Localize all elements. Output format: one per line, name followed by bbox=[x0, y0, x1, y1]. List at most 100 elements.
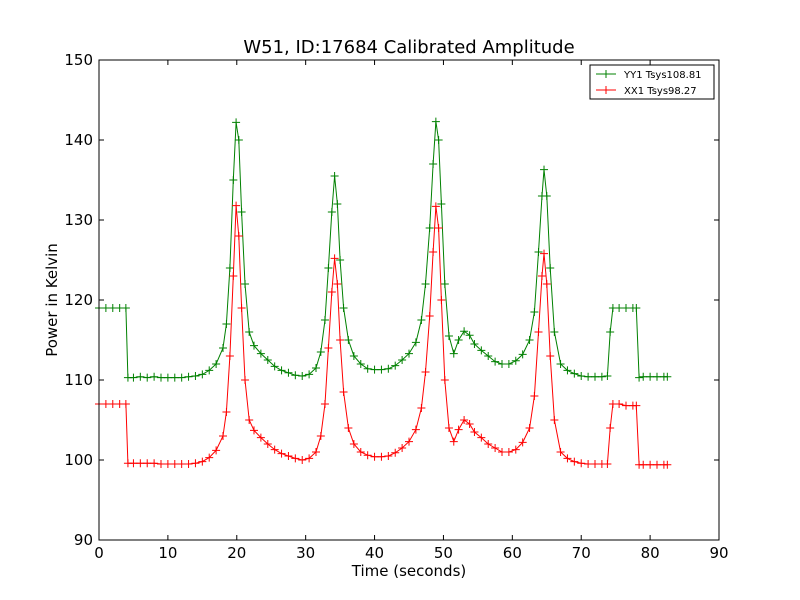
data-point bbox=[454, 336, 463, 344]
data-point bbox=[584, 372, 593, 381]
data-point bbox=[460, 416, 469, 424]
data-point bbox=[556, 360, 565, 368]
data-point bbox=[336, 336, 345, 344]
y-axis-label: Power in Kelvin bbox=[43, 243, 61, 357]
data-point bbox=[263, 356, 272, 364]
data-point bbox=[232, 118, 241, 127]
y-tick-label: 130 bbox=[64, 211, 93, 229]
data-point bbox=[312, 448, 320, 456]
x-tick-label: 20 bbox=[227, 544, 246, 562]
data-point bbox=[219, 432, 227, 440]
data-point bbox=[316, 432, 325, 440]
data-point bbox=[241, 280, 250, 288]
data-point bbox=[646, 460, 655, 469]
data-point bbox=[336, 256, 345, 264]
data-point bbox=[356, 360, 365, 368]
x-tick-label: 0 bbox=[94, 544, 104, 562]
data-point bbox=[546, 264, 555, 272]
data-point bbox=[232, 201, 241, 210]
data-point bbox=[129, 459, 138, 468]
data-point bbox=[136, 372, 145, 381]
data-point bbox=[537, 272, 546, 280]
data-point bbox=[398, 356, 407, 364]
data-point bbox=[434, 136, 443, 144]
data-point bbox=[157, 460, 165, 468]
x-tick-label: 70 bbox=[572, 544, 591, 562]
data-point bbox=[377, 452, 386, 461]
data-point bbox=[653, 372, 661, 381]
data-point bbox=[316, 348, 325, 356]
data-point bbox=[298, 372, 307, 380]
data-point bbox=[591, 460, 599, 468]
data-point bbox=[431, 202, 440, 211]
data-point bbox=[550, 416, 559, 424]
data-point bbox=[449, 349, 458, 358]
data-point bbox=[477, 433, 486, 442]
data-point bbox=[305, 370, 314, 379]
data-point bbox=[237, 208, 246, 216]
data-point bbox=[263, 440, 272, 448]
data-point bbox=[639, 460, 648, 469]
data-point bbox=[136, 459, 145, 468]
data-point bbox=[330, 254, 339, 263]
x-tick-label: 90 bbox=[709, 544, 728, 562]
data-point bbox=[320, 316, 329, 324]
data-point bbox=[632, 401, 641, 410]
chart-title: W51, ID:17684 Calibrated Amplitude bbox=[243, 37, 574, 58]
data-point bbox=[603, 460, 612, 468]
data-point bbox=[229, 176, 238, 184]
data-point bbox=[584, 460, 593, 468]
data-point bbox=[222, 320, 231, 328]
data-point bbox=[525, 424, 534, 432]
data-point bbox=[434, 224, 443, 232]
data-point bbox=[234, 136, 243, 144]
legend-marker bbox=[602, 86, 610, 94]
series-layer bbox=[95, 117, 672, 469]
data-point bbox=[277, 366, 286, 375]
data-point bbox=[349, 352, 358, 360]
data-point bbox=[391, 448, 400, 457]
data-point bbox=[440, 376, 449, 384]
data-point bbox=[101, 304, 110, 312]
y-tick-label: 100 bbox=[64, 451, 93, 469]
data-point bbox=[421, 280, 430, 288]
x-tick-label: 40 bbox=[365, 544, 384, 562]
data-point bbox=[298, 456, 307, 464]
data-point bbox=[163, 373, 172, 382]
data-point bbox=[370, 452, 379, 461]
data-point bbox=[563, 366, 572, 375]
data-point bbox=[108, 400, 117, 408]
x-tick-label: 80 bbox=[641, 544, 660, 562]
x-axis-label: Time (seconds) bbox=[351, 562, 467, 580]
legend-marker bbox=[602, 70, 610, 78]
x-tick-label: 60 bbox=[503, 544, 522, 562]
data-point bbox=[177, 460, 186, 468]
data-point bbox=[511, 445, 520, 454]
data-point bbox=[250, 341, 258, 350]
data-point bbox=[108, 304, 117, 312]
data-point bbox=[606, 328, 615, 336]
legend-box bbox=[589, 64, 715, 100]
series-line bbox=[99, 121, 668, 379]
data-point bbox=[449, 437, 458, 446]
data-point bbox=[250, 426, 258, 435]
series-1 bbox=[95, 117, 672, 382]
data-point bbox=[411, 425, 420, 434]
x-tick-label: 30 bbox=[296, 544, 315, 562]
data-point bbox=[384, 452, 393, 460]
data-point bbox=[477, 346, 486, 355]
data-point bbox=[542, 192, 551, 200]
data-point bbox=[504, 360, 513, 368]
data-point bbox=[312, 364, 320, 372]
series-line bbox=[99, 205, 668, 466]
data-point bbox=[530, 392, 539, 400]
data-point bbox=[256, 433, 265, 442]
data-point bbox=[241, 376, 250, 384]
data-point bbox=[339, 304, 348, 312]
data-point bbox=[284, 452, 293, 460]
data-point bbox=[327, 208, 336, 216]
data-point bbox=[429, 248, 438, 256]
data-point bbox=[440, 280, 449, 288]
data-point bbox=[622, 304, 630, 312]
y-tick-label: 120 bbox=[64, 291, 93, 309]
